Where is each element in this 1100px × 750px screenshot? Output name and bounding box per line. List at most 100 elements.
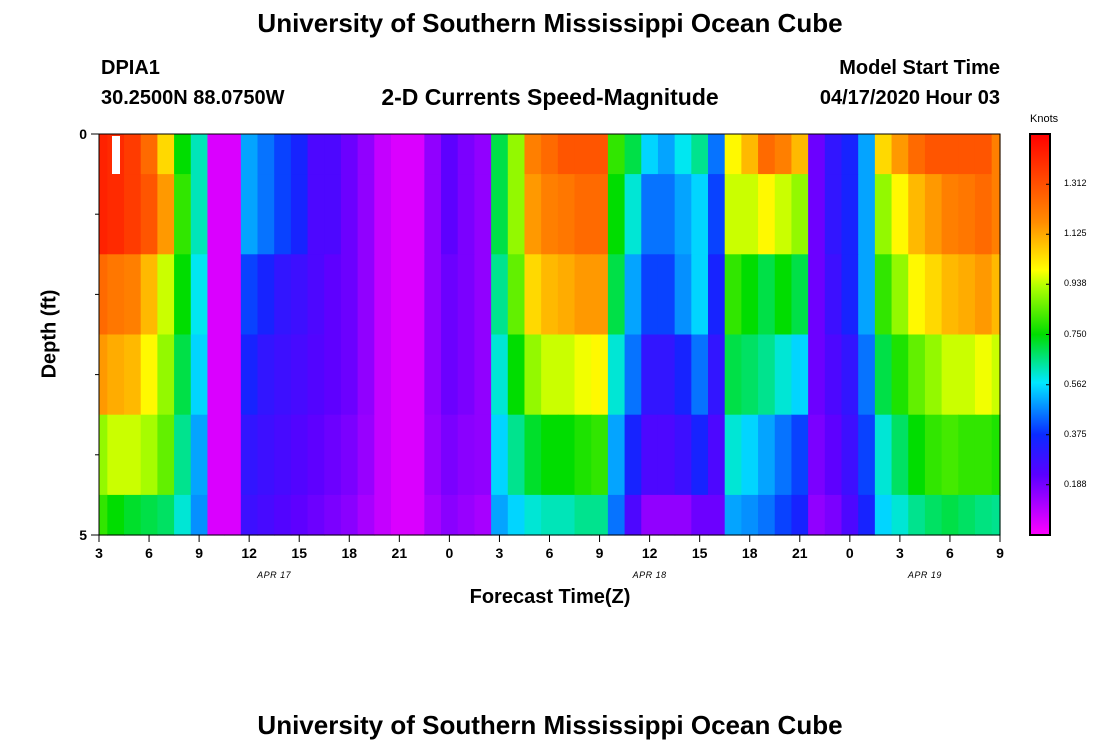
heatmap-cell <box>908 334 926 416</box>
heatmap-cell <box>157 174 175 255</box>
heatmap-cell <box>124 134 142 175</box>
x-tick-label: 9 <box>996 545 1004 561</box>
heatmap-cell <box>824 254 843 336</box>
heatmap-cell <box>657 334 676 416</box>
heatmap-cell <box>507 254 526 336</box>
heatmap-cell <box>357 414 375 496</box>
heatmap-cell <box>224 134 242 175</box>
heatmap-cell <box>924 334 943 416</box>
heatmap-cell <box>174 134 192 175</box>
date-label: APR 18 <box>632 570 667 580</box>
heatmap-cell <box>841 334 859 416</box>
heatmap-cell <box>491 134 509 175</box>
heatmap-cell <box>624 494 642 536</box>
heatmap-cell <box>324 174 342 255</box>
heatmap-cell <box>557 494 576 536</box>
heatmap-cell <box>541 414 559 496</box>
heatmap-cell <box>107 174 125 255</box>
heatmap-cell <box>657 494 676 536</box>
x-tick-label: 3 <box>95 545 103 561</box>
heatmap-cell <box>808 174 826 255</box>
heatmap-cell <box>140 254 158 336</box>
heatmap-cell <box>441 174 459 255</box>
heatmap-cell <box>741 414 759 496</box>
heatmap-cell <box>991 134 1001 175</box>
heatmap-cell <box>124 254 142 336</box>
heatmap-cell <box>691 334 709 416</box>
colorbar-label: Knots <box>1030 113 1059 125</box>
heatmap-cell <box>724 334 742 416</box>
x-tick-label: 0 <box>445 545 454 561</box>
heatmap-cell <box>190 334 209 416</box>
surface-marker <box>112 136 120 174</box>
heatmap-cell <box>207 334 225 416</box>
heatmap-cell <box>774 334 793 416</box>
heatmap-cell <box>758 334 776 416</box>
heatmap-cell <box>891 494 909 536</box>
colorbar-tick-label: 0.375 <box>1064 428 1087 439</box>
x-tick-label: 18 <box>741 545 758 561</box>
heatmap-cell <box>691 494 709 536</box>
heatmap-cell <box>441 134 459 175</box>
heatmap-cell <box>741 174 759 255</box>
x-tick-label: 3 <box>495 545 504 561</box>
heatmap-cell <box>340 254 359 336</box>
heatmap-cell <box>674 334 692 416</box>
heatmap-cell <box>708 334 726 416</box>
heatmap-cell <box>574 174 592 255</box>
heatmap-cell <box>374 134 392 175</box>
heatmap-cell <box>591 494 609 536</box>
date-label: APR 19 <box>907 570 942 580</box>
heatmap-cell <box>791 174 809 255</box>
heatmap-cell <box>674 134 692 175</box>
station-coords: 30.2500N 88.0750W <box>101 87 285 109</box>
heatmap-cell <box>958 414 976 496</box>
heatmap-cell <box>424 334 442 416</box>
colorbar-tick-label: 0.938 <box>1064 278 1087 289</box>
heatmap-cell <box>240 494 259 536</box>
heatmap-cell <box>574 134 592 175</box>
heatmap-cell <box>791 334 809 416</box>
heatmap-cell <box>290 134 309 175</box>
heatmap-cell <box>157 334 175 416</box>
heatmap-cell <box>107 334 125 416</box>
heatmap-cell <box>174 174 192 255</box>
heatmap-cell <box>307 414 325 496</box>
heatmap-cell <box>541 254 559 336</box>
heatmap-cell <box>791 254 809 336</box>
heatmap-cell <box>340 134 359 175</box>
heatmap-cell <box>307 334 325 416</box>
heatmap-cell <box>824 414 843 496</box>
heatmap-cell <box>624 414 642 496</box>
heatmap-cell <box>824 174 843 255</box>
heatmap-cell <box>958 254 976 336</box>
heatmap-cell <box>99 414 108 496</box>
heatmap-cell <box>691 414 709 496</box>
heatmap-cell <box>274 174 292 255</box>
heatmap-cell <box>474 334 492 416</box>
heatmap-cell <box>874 494 893 536</box>
y-tick-label: 5 <box>79 527 87 543</box>
heatmap-cell <box>257 134 275 175</box>
heatmap-cell <box>257 174 275 255</box>
heatmap-cell <box>758 254 776 336</box>
heatmap-cell <box>374 254 392 336</box>
heatmap-cell <box>808 494 826 536</box>
heatmap-cell <box>390 254 409 336</box>
heatmap-cell <box>541 134 559 175</box>
heatmap-cell <box>607 174 626 255</box>
heatmap-cell <box>674 494 692 536</box>
heatmap-cell <box>557 414 576 496</box>
heatmap-cell <box>691 254 709 336</box>
heatmap-cell <box>724 494 742 536</box>
heatmap-cell <box>290 334 309 416</box>
heatmap-cell <box>791 494 809 536</box>
heatmap-cell <box>491 174 509 255</box>
heatmap-cell <box>357 254 375 336</box>
heatmap-cell <box>174 414 192 496</box>
heatmap-cell <box>641 134 659 175</box>
heatmap-cell <box>524 414 542 496</box>
heatmap-cell <box>958 174 976 255</box>
x-tick-label: 9 <box>195 545 204 561</box>
heatmap-cell <box>858 134 876 175</box>
